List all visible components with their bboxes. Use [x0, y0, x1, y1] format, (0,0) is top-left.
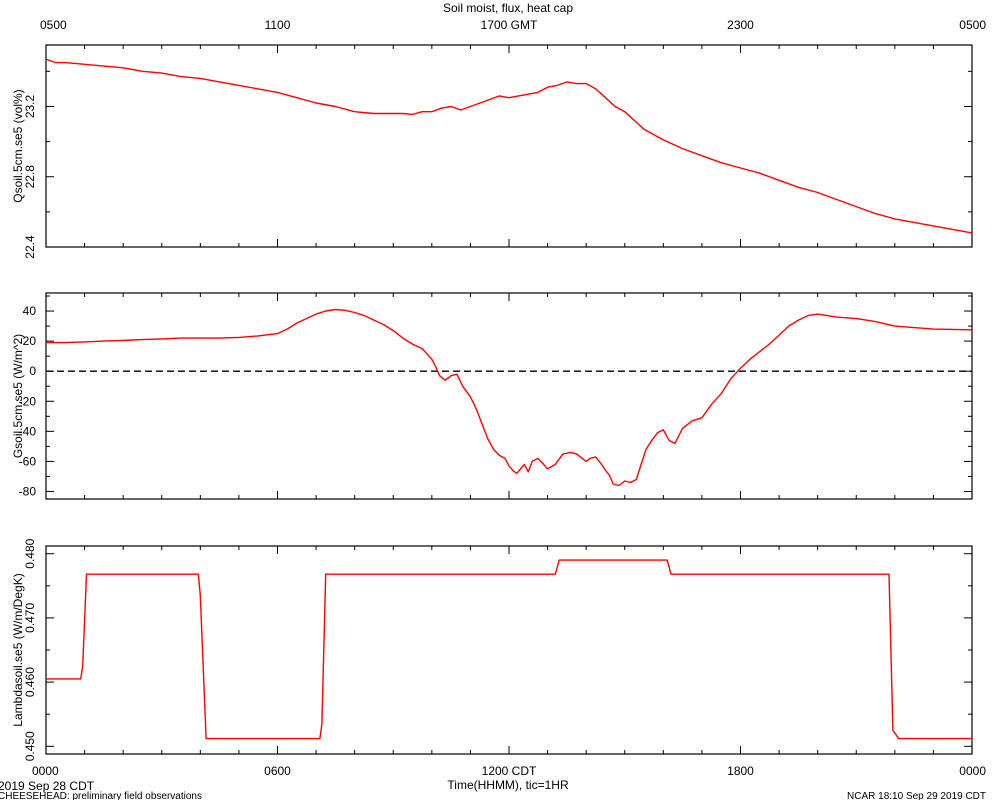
bottom-tick-label: 0000	[959, 764, 986, 778]
footer-date: 2019 Sep 28 CDT	[0, 779, 95, 793]
footer-note: CHEESEHEAD: preliminary field observatio…	[0, 791, 202, 800]
y-tick-label: 22.4	[23, 235, 37, 259]
y-axis-label: Gsoil.5cm.se5 (W/m^2)	[11, 334, 25, 458]
y-tick-label: 0	[29, 364, 36, 378]
x-axis-label: Time(HHMM), tic=1HR	[447, 778, 569, 792]
footer-timestamp: NCAR 18:10 Sep 29 2019 CDT	[847, 791, 986, 800]
y-tick-label: 0.460	[23, 667, 37, 697]
y-tick-label: 0.470	[23, 603, 37, 633]
bottom-tick-label: 0600	[264, 764, 291, 778]
series-line	[46, 308, 973, 487]
bottom-time-axis-labels: 0000 0600 1200 CDT 1800 0000	[32, 764, 986, 778]
series-line	[45, 58, 973, 234]
y-tick-label: -20	[19, 394, 37, 408]
y-tick-label: 20	[23, 334, 37, 348]
top-tick-label: 0500	[40, 18, 67, 32]
panel-frame	[45, 545, 973, 755]
y-tick-label: 0.450	[23, 731, 37, 761]
y-tick-label: 23.2	[23, 94, 37, 118]
y-axis-label: Lambdasoil.se5 (W/m/DegK)	[11, 573, 25, 726]
y-tick-label: -40	[19, 424, 37, 438]
chart-title: Soil moist, flux, heat cap	[443, 1, 573, 15]
bottom-tick-label: 1200 CDT	[482, 764, 537, 778]
y-tick-label: -60	[19, 454, 37, 468]
y-axis-label: Qsoil.5cm.se5 (vol%)	[11, 89, 25, 202]
series-line	[46, 559, 972, 740]
y-tick-label: 0.480	[23, 538, 37, 568]
bottom-tick-label: 0000	[32, 764, 59, 778]
top-tick-label: 1100	[265, 18, 291, 32]
panel-frame	[45, 44, 973, 248]
top-time-axis-labels: 0500 1100 1700 GMT 2300 0500	[40, 18, 986, 32]
top-tick-label: 0500	[959, 18, 986, 32]
panel-2: -80 -60 -40 -20 0 20 40 Gsoil.5cm.se5 (W/m^2)	[11, 292, 973, 500]
bottom-tick-label: 1800	[727, 764, 754, 778]
y-tick-label: -80	[19, 484, 37, 498]
panel-frame	[45, 292, 973, 500]
y-tick-label: 22.8	[23, 165, 37, 189]
top-tick-label: 2300	[727, 18, 754, 32]
panel-3: 0.450 0.460 0.470 0.480 Lambdasoil.se5 (W/m/…	[11, 538, 973, 761]
y-tick-label: 40	[23, 304, 37, 318]
top-tick-label: 1700 GMT	[481, 18, 538, 32]
